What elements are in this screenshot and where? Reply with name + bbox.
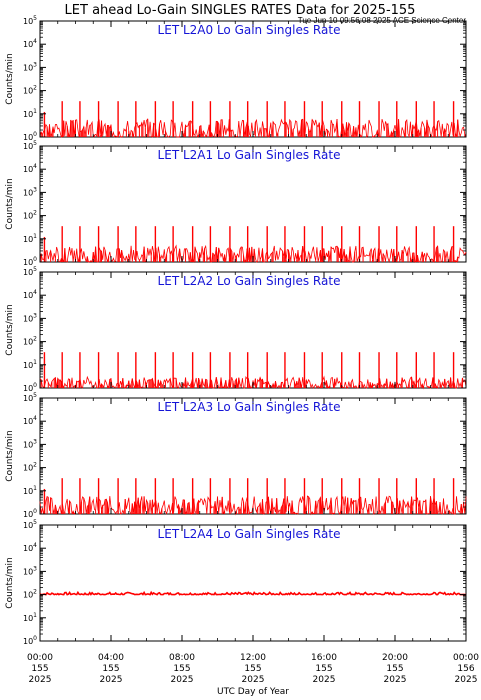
y-tick-label: 104 <box>23 542 37 553</box>
y-tick-label: 103 <box>23 565 37 576</box>
panel-2: 100 101 102 103 104 105 LET L2A2 Lo Gain Singl… <box>5 266 467 393</box>
y-tick-label: 101 <box>23 108 37 119</box>
y-tick-label: 101 <box>23 359 37 370</box>
y-tick-label: 104 <box>23 289 37 300</box>
x-tick-doy: 155 <box>315 664 332 674</box>
x-tick-year: 2025 <box>29 675 52 685</box>
panel-1: 100 101 102 103 104 105 LET L2A1 Lo Gain Singl… <box>5 140 467 267</box>
x-tick-time: 20:00 <box>382 653 408 663</box>
x-tick-time: 08:00 <box>169 653 195 663</box>
panels-group: 100 101 102 103 104 105 LET L2A0 Lo Gain Singl… <box>5 15 467 646</box>
y-tick-label: 102 <box>23 210 37 221</box>
x-tick-year: 2025 <box>384 675 407 685</box>
x-tick-year: 2025 <box>100 675 123 685</box>
y-tick-label: 105 <box>23 519 37 530</box>
y-tick-label: 105 <box>23 15 37 26</box>
y-tick-label: 102 <box>23 462 37 473</box>
series-line <box>39 590 467 596</box>
x-tick-time: 00:00 <box>453 653 479 663</box>
y-tick-label: 100 <box>23 256 37 267</box>
x-tick-doy: 155 <box>386 664 403 674</box>
panel-title: LET L2A4 Lo Gain Singles Rate <box>158 527 341 541</box>
y-tick-label: 102 <box>23 85 37 96</box>
y-tick-label: 102 <box>23 589 37 600</box>
x-tick-time: 04:00 <box>98 653 124 663</box>
y-tick-label: 100 <box>23 508 37 519</box>
y-tick-label: 100 <box>23 382 37 393</box>
y-tick-label: 100 <box>23 635 37 646</box>
y-tick-label: 104 <box>23 163 37 174</box>
y-tick-label: 100 <box>23 131 37 142</box>
plot-frame <box>39 145 467 263</box>
y-tick-label: 105 <box>23 140 37 151</box>
x-tick-year: 2025 <box>242 675 265 685</box>
x-tick-time: 00:00 <box>27 653 53 663</box>
panel-3: 100 101 102 103 104 105 LET L2A3 Lo Gain Singl… <box>5 392 467 519</box>
x-tick-year: 2025 <box>171 675 194 685</box>
x-axis-label: UTC Day of Year <box>217 687 289 697</box>
panel-0: 100 101 102 103 104 105 LET L2A0 Lo Gain Singl… <box>5 15 467 142</box>
x-axis-labels: 00:00155202504:00155202508:00155202512:0… <box>27 653 479 685</box>
x-tick-doy: 155 <box>31 664 48 674</box>
plot-frame <box>39 20 467 138</box>
x-tick-doy: 155 <box>102 664 119 674</box>
y-tick-label: 103 <box>23 186 37 197</box>
y-tick-label: 103 <box>23 61 37 72</box>
x-tick-year: 2025 <box>313 675 336 685</box>
y-tick-label: 101 <box>23 233 37 244</box>
x-tick-year: 2025 <box>455 675 478 685</box>
panel-title: LET L2A3 Lo Gain Singles Rate <box>158 400 341 414</box>
x-tick-doy: 155 <box>173 664 190 674</box>
plot-frame <box>39 271 467 389</box>
panel-title: LET L2A1 Lo Gain Singles Rate <box>158 148 341 162</box>
y-tick-label: 104 <box>23 415 37 426</box>
y-tick-label: 101 <box>23 612 37 623</box>
x-tick-time: 16:00 <box>311 653 337 663</box>
y-tick-label: 103 <box>23 438 37 449</box>
plot-frame <box>39 397 467 515</box>
y-tick-label: 103 <box>23 312 37 323</box>
x-tick-doy: 155 <box>244 664 261 674</box>
y-tick-label: 101 <box>23 485 37 496</box>
y-tick-label: 102 <box>23 336 37 347</box>
panel-title: LET L2A2 Lo Gain Singles Rate <box>158 274 341 288</box>
x-tick-doy: 156 <box>457 664 474 674</box>
plot-frame <box>39 524 467 642</box>
figure-title: LET ahead Lo-Gain SINGLES RATES Data for… <box>65 3 416 18</box>
y-tick-label: 104 <box>23 38 37 49</box>
y-tick-label: 105 <box>23 392 37 403</box>
x-tick-time: 12:00 <box>240 653 266 663</box>
y-axis-label: Counts/min <box>5 53 15 104</box>
y-tick-label: 105 <box>23 266 37 277</box>
y-axis-label: Counts/min <box>5 178 15 229</box>
y-axis-label: Counts/min <box>5 304 15 355</box>
y-axis-label: Counts/min <box>5 430 15 481</box>
panel-title: LET L2A0 Lo Gain Singles Rate <box>158 23 341 37</box>
panel-4: 100 101 102 103 104 105 LET L2A4 Lo Gain Singl… <box>5 519 467 646</box>
y-axis-label: Counts/min <box>5 557 15 608</box>
